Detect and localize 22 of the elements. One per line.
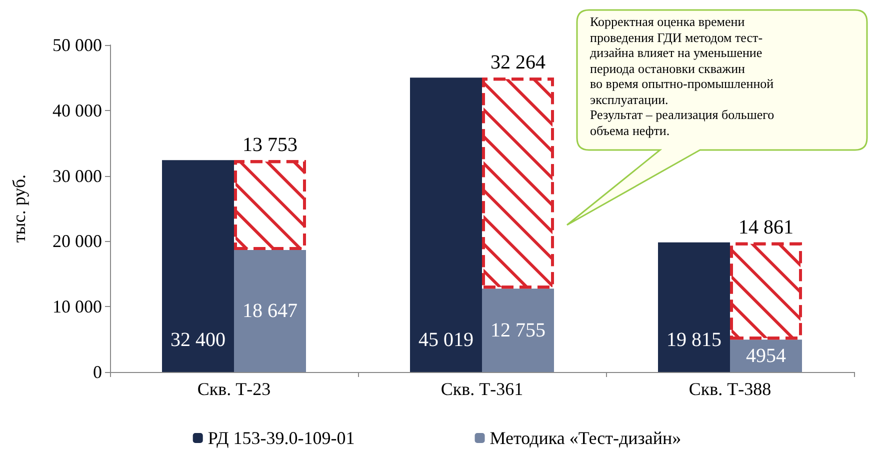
y-tick-label: 40 000 [52,100,102,120]
y-tick-label: 30 000 [52,166,102,186]
data-label: 14 861 [738,216,794,238]
data-label: 45 019 [418,329,474,351]
y-tick-label: 10 000 [52,296,102,317]
y-tick-label: 50 000 [52,35,102,55]
x-tick-label: Скв. Т-23 [197,379,271,399]
y-axis-title: тыс. руб. [9,174,29,243]
data-label: 19 815 [666,329,722,351]
y-tick-label: 0 [93,362,102,382]
x-tick-label: Скв. Т-361 [440,379,524,399]
legend-label: РД 153-39.0-109-01 [208,428,355,448]
legend-label: Методика «Тест-дизайн» [490,428,682,448]
data-label: 4954 [746,344,786,367]
data-label: 32 400 [170,329,226,351]
x-tick-label: Скв. Т-388 [688,379,772,399]
data-label: 13 753 [242,134,298,156]
y-tick-label: 20 000 [52,231,102,252]
data-label: 18 647 [242,300,298,322]
data-label: 12 755 [490,319,546,342]
data-label: 32 264 [490,52,546,74]
annotation: Корректная оценка времени проведения ГДИ методом тест- дизайна влияет на уменьшение периода остановки скважин во время опытно-промышленной эксплуатации. Результат – реализация большего объема нефти. [590,14,774,138]
